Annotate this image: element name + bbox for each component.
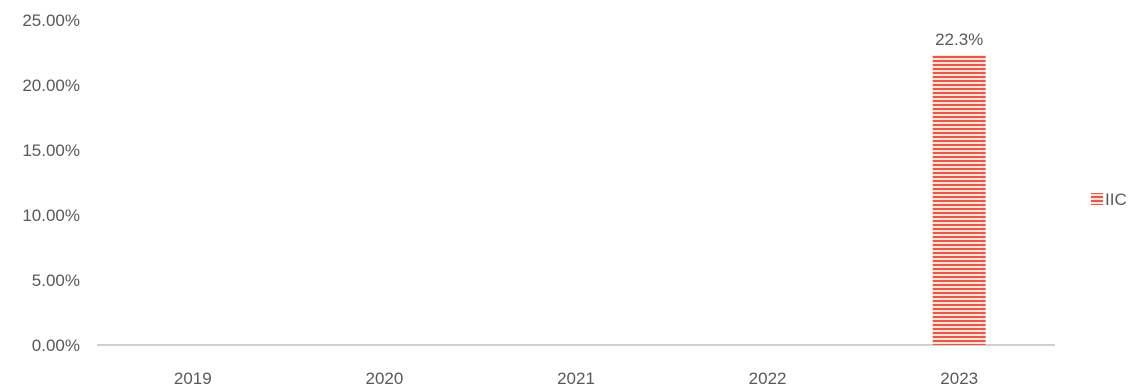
legend-label: IIC [1105,190,1127,209]
x-tick-label: 2021 [557,369,595,388]
y-axis: 0.00% 5.00% 10.00% 15.00% 20.00% 25.00% [22,11,80,355]
x-tick-label: 2023 [940,369,978,388]
bars [932,55,986,345]
bar-2023 [932,55,986,345]
x-tick-label: 2020 [365,369,403,388]
y-tick-label: 25.00% [22,11,80,30]
x-axis: 2019 2020 2021 2022 2023 [97,344,1055,388]
data-label: 22.3% [935,30,983,49]
y-tick-label: 10.00% [22,206,80,225]
legend-swatch [1091,193,1103,205]
x-tick-label: 2022 [749,369,787,388]
data-labels: 22.3% [935,30,983,49]
x-tick-label: 2019 [174,369,212,388]
y-tick-label: 0.00% [32,336,80,355]
y-tick-label: 20.00% [22,76,80,95]
y-tick-label: 5.00% [32,271,80,290]
y-tick-label: 15.00% [22,141,80,160]
legend: IIC [1091,190,1127,209]
